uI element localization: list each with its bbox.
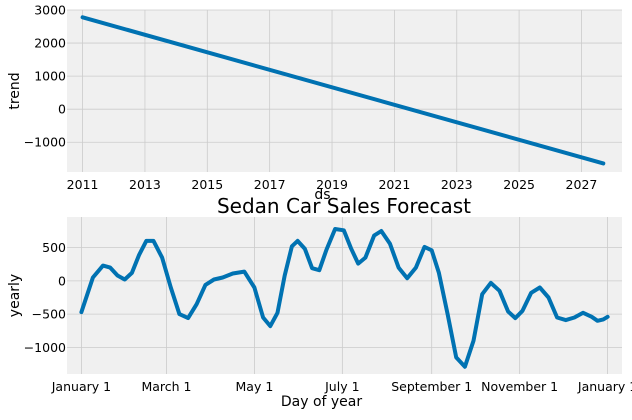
trend-panel: 2011 2013 2015 2017 2019 2021 2023 2025 2027 3000… [7, 3, 622, 203]
trend-y-tick-label: 0 [58, 102, 66, 117]
trend-x-axis-label: ds [314, 187, 330, 203]
trend-x-tick-label: 2027 [566, 177, 598, 192]
trend-x-tick-label: 2013 [129, 177, 161, 192]
trend-x-tick-label: 2025 [503, 177, 535, 192]
trend-series-line [80, 15, 606, 166]
yearly-y-tick-label: 500 [42, 240, 66, 255]
yearly-y-tick-label: −1000 [24, 340, 66, 355]
yearly-x-tick-label: November 1 [481, 379, 558, 394]
trend-x-tick-label: 2019 [316, 177, 348, 192]
yearly-x-axis-label: Day of year [281, 394, 363, 410]
trend-y-tick-label: −1000 [24, 135, 66, 150]
trend-x-tick-label: 2015 [191, 177, 223, 192]
yearly-y-tick-label: −500 [32, 307, 66, 322]
yearly-x-tick-label: January 1 [51, 379, 111, 394]
trend-x-tick-label: 2011 [67, 177, 99, 192]
trend-x-tick-label: 2017 [254, 177, 286, 192]
yearly-y-axis-label: yearly [7, 274, 23, 317]
trend-y-tick-label: 2000 [34, 36, 66, 51]
yearly-series-line [79, 227, 610, 369]
trend-x-tick-label: 2023 [441, 177, 473, 192]
trend-y-axis-label: trend [7, 72, 23, 109]
yearly-y-tick-label: 0 [58, 273, 66, 288]
yearly-x-tick-label: March 1 [141, 379, 191, 394]
yearly-x-tick-label: September 1 [391, 379, 472, 394]
trend-x-tick-label: 2021 [378, 177, 410, 192]
yearly-panel: January 1 March 1 May 1 July 1 September 1 No… [7, 194, 632, 410]
yearly-x-tick-label: May 1 [236, 379, 274, 394]
trend-y-tick-label: 1000 [34, 69, 66, 84]
trend-y-tick-label: 3000 [34, 3, 66, 18]
chart-title: Sedan Car Sales Forecast [217, 194, 471, 218]
yearly-x-tick-label: January 1 [577, 379, 632, 394]
yearly-x-tick-label: July 1 [324, 379, 359, 394]
